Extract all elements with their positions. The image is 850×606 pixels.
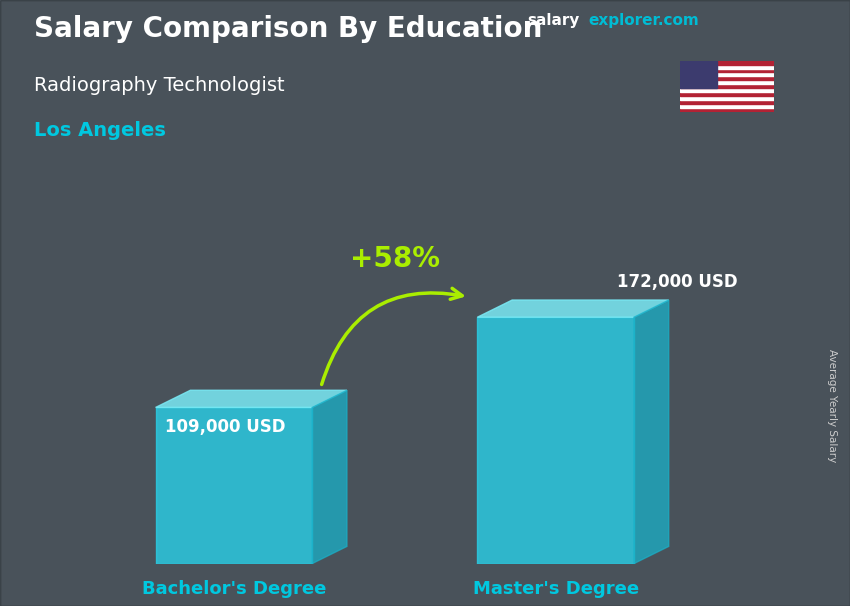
Polygon shape — [312, 390, 347, 564]
Bar — [680, 96, 774, 100]
Text: Radiography Technologist: Radiography Technologist — [34, 76, 285, 95]
Bar — [680, 61, 774, 65]
Polygon shape — [156, 407, 312, 564]
Bar — [680, 76, 774, 81]
Text: 172,000 USD: 172,000 USD — [617, 273, 738, 290]
Bar — [680, 84, 774, 88]
Polygon shape — [634, 300, 669, 564]
Text: salary: salary — [527, 13, 580, 28]
Bar — [680, 61, 717, 88]
Bar — [680, 65, 774, 68]
Bar — [680, 108, 774, 112]
Text: +58%: +58% — [349, 245, 439, 273]
Polygon shape — [478, 317, 634, 564]
Polygon shape — [478, 300, 669, 317]
Text: Average Yearly Salary: Average Yearly Salary — [827, 350, 837, 462]
Bar — [680, 104, 774, 108]
Bar — [680, 100, 774, 104]
Bar — [680, 73, 774, 76]
Bar — [680, 81, 774, 84]
Text: explorer.com: explorer.com — [588, 13, 699, 28]
Polygon shape — [156, 390, 347, 407]
Text: Los Angeles: Los Angeles — [34, 121, 166, 140]
Bar — [680, 92, 774, 96]
Bar — [680, 88, 774, 92]
Bar — [680, 68, 774, 73]
Text: Salary Comparison By Education: Salary Comparison By Education — [34, 15, 542, 43]
Text: 109,000 USD: 109,000 USD — [165, 418, 286, 436]
